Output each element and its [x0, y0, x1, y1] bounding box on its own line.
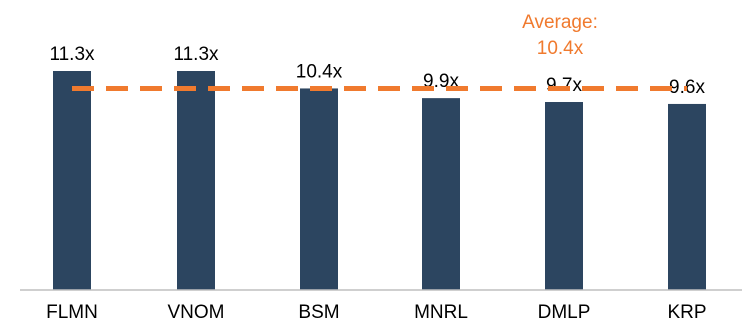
data-label-vnom: 11.3x [173, 44, 219, 65]
data-label-dmlp: 9.7x [546, 75, 582, 96]
category-label-bsm: BSM [298, 302, 339, 323]
data-label-flmn: 11.3x [49, 44, 95, 65]
category-labels-group: FLMN VNOM BSM MNRL DMLP KRP [46, 302, 706, 323]
bar-krp [668, 103, 706, 290]
bar-vnom [177, 71, 215, 290]
data-label-bsm: 10.4x [296, 61, 343, 82]
bar-dmlp [545, 102, 583, 290]
average-label-line1: Average: [522, 12, 598, 33]
category-label-krp: KRP [667, 302, 706, 323]
bar-bsm [300, 88, 338, 290]
category-label-mnrl: MNRL [414, 302, 468, 323]
bar-flmn [53, 71, 91, 290]
average-label-value: 10.4x [537, 38, 584, 59]
category-label-vnom: VNOM [168, 302, 225, 323]
category-label-dmlp: DMLP [538, 302, 591, 323]
category-label-flmn: FLMN [46, 302, 98, 323]
bar-mnrl [422, 98, 460, 290]
bars-group [53, 71, 706, 290]
data-label-krp: 9.6x [669, 77, 705, 98]
